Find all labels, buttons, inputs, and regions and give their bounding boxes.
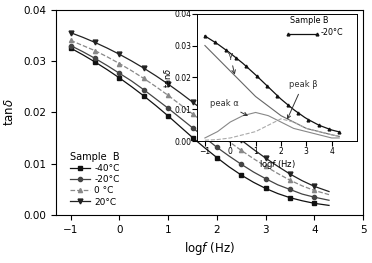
- Legend: -40°C, -20°C, 0 °C, 20°C: -40°C, -20°C, 0 °C, 20°C: [70, 151, 119, 206]
- Y-axis label: tan$\delta$: tan$\delta$: [3, 98, 16, 126]
- X-axis label: log$f$ (Hz): log$f$ (Hz): [184, 240, 235, 257]
